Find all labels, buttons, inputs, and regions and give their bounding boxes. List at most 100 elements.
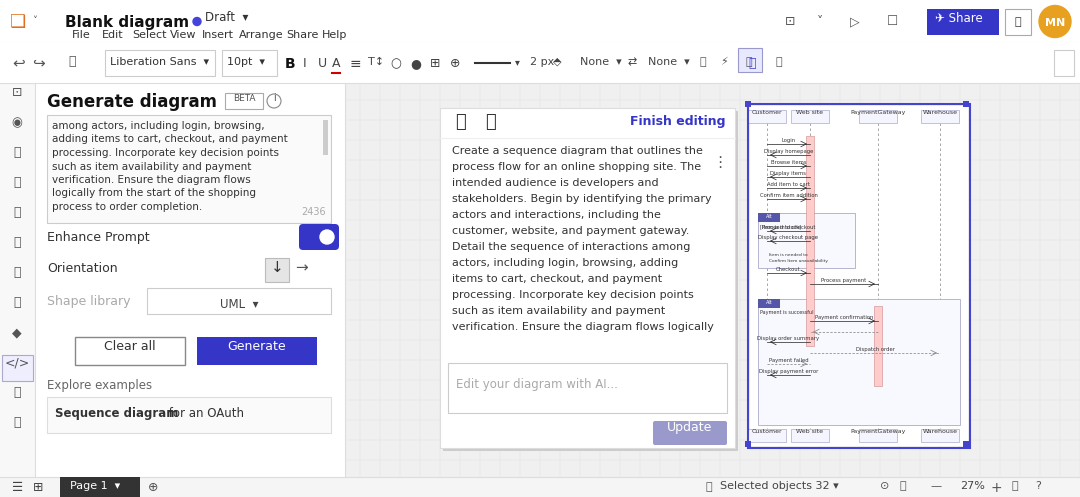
Text: for an OAuth: for an OAuth <box>165 407 244 420</box>
Bar <box>147 288 330 314</box>
Text: None  ▾: None ▾ <box>580 57 622 67</box>
Text: ⊞: ⊞ <box>430 57 441 70</box>
Text: Proceed to checkout: Proceed to checkout <box>761 225 815 230</box>
Text: Liberation Sans  ▾: Liberation Sans ▾ <box>110 57 210 67</box>
Text: such as item availability and payment: such as item availability and payment <box>52 162 252 171</box>
Text: —: — <box>930 481 941 491</box>
Text: Edit: Edit <box>102 30 123 40</box>
Text: Update: Update <box>667 421 713 434</box>
Text: Enhance Prompt: Enhance Prompt <box>48 231 150 244</box>
Text: ⊕: ⊕ <box>450 57 460 70</box>
Text: U: U <box>318 57 327 70</box>
Text: ◆: ◆ <box>12 327 22 339</box>
Bar <box>1054 50 1074 76</box>
Text: Web site: Web site <box>797 429 824 434</box>
Text: 27%: 27% <box>960 481 985 491</box>
Text: View: View <box>170 30 197 40</box>
Circle shape <box>193 17 201 25</box>
Bar <box>0 43 1080 83</box>
Text: ↪: ↪ <box>32 55 44 70</box>
Bar <box>225 93 264 109</box>
Bar <box>748 110 786 123</box>
Text: Web site: Web site <box>797 110 824 115</box>
Text: Edit your diagram with AI...: Edit your diagram with AI... <box>456 378 618 391</box>
Circle shape <box>1039 5 1071 37</box>
Text: Explore examples: Explore examples <box>48 379 152 392</box>
Text: Share: Share <box>286 30 319 40</box>
Text: 🚀: 🚀 <box>13 297 21 310</box>
Text: ≡: ≡ <box>350 57 362 71</box>
Text: 🧩: 🧩 <box>13 387 21 400</box>
Bar <box>963 101 969 107</box>
Text: process to order completion.: process to order completion. <box>52 202 202 212</box>
Text: Select: Select <box>132 30 166 40</box>
Text: Create a sequence diagram that outlines the: Create a sequence diagram that outlines … <box>453 146 703 156</box>
Text: Process payment: Process payment <box>822 278 866 283</box>
Bar <box>963 441 969 447</box>
Text: Payment failed: Payment failed <box>769 358 808 363</box>
Text: [Item is in stock]: [Item is in stock] <box>760 224 801 229</box>
Bar <box>0 477 1080 497</box>
Text: Payment is successful: Payment is successful <box>760 310 813 315</box>
Text: ⇄: ⇄ <box>627 57 637 67</box>
Text: Sequence diagram: Sequence diagram <box>55 407 178 420</box>
Text: Detail the sequence of interactions among: Detail the sequence of interactions amon… <box>453 242 690 252</box>
Text: ⊞: ⊞ <box>33 481 43 494</box>
Bar <box>654 423 725 443</box>
Bar <box>748 429 786 442</box>
Bar <box>791 429 829 442</box>
Text: processing. Incorporate key decision points: processing. Incorporate key decision poi… <box>52 148 279 158</box>
Bar <box>745 441 751 447</box>
Bar <box>222 50 276 76</box>
Text: PaymentGateway: PaymentGateway <box>850 110 906 115</box>
Text: UML  ▾: UML ▾ <box>219 298 258 311</box>
Text: ˅: ˅ <box>32 16 38 26</box>
Text: B: B <box>285 57 296 71</box>
Bar <box>758 213 780 222</box>
Text: 🔒: 🔒 <box>775 57 782 67</box>
Text: Clear all: Clear all <box>104 339 156 352</box>
Text: Draft  ▾: Draft ▾ <box>205 11 248 24</box>
Text: 👍: 👍 <box>455 113 465 131</box>
Bar <box>35 83 345 477</box>
Bar <box>859 429 897 442</box>
Text: </>: </> <box>4 356 29 369</box>
Text: Blank diagram: Blank diagram <box>65 14 189 29</box>
Bar <box>60 477 140 497</box>
Text: ⊙: ⊙ <box>880 481 889 491</box>
Text: 🪣: 🪣 <box>68 55 76 68</box>
Bar <box>745 101 751 107</box>
Bar <box>806 136 814 346</box>
Text: Arrange: Arrange <box>239 30 284 40</box>
Text: processing. Incorporate key decision points: processing. Incorporate key decision poi… <box>453 290 693 300</box>
Text: +: + <box>990 481 1001 495</box>
Text: T↕: T↕ <box>368 57 384 67</box>
Text: Display homepage: Display homepage <box>764 149 813 154</box>
Text: ▾: ▾ <box>515 57 519 67</box>
Text: Alt: Alt <box>766 214 772 219</box>
Circle shape <box>320 230 334 244</box>
Text: Browse items: Browse items <box>771 160 807 165</box>
Text: Confirm Item unavailability: Confirm Item unavailability <box>769 259 828 263</box>
Bar <box>859 110 897 123</box>
Text: A: A <box>332 57 340 70</box>
Text: Shape library: Shape library <box>48 295 131 308</box>
Bar <box>48 397 330 433</box>
Text: Warehouse: Warehouse <box>922 110 958 115</box>
Text: 🔗: 🔗 <box>1015 17 1022 27</box>
Text: Orientation: Orientation <box>48 262 118 275</box>
Bar <box>2 355 33 381</box>
Bar <box>443 111 738 451</box>
Text: Help: Help <box>322 30 348 40</box>
Text: ▷: ▷ <box>850 15 860 28</box>
Text: File: File <box>72 30 91 40</box>
Bar <box>758 299 780 308</box>
Text: verification. Ensure the diagram flows: verification. Ensure the diagram flows <box>52 175 251 185</box>
Text: Alt: Alt <box>766 300 772 305</box>
Bar <box>791 110 829 123</box>
Text: ●: ● <box>410 57 421 70</box>
Text: 10pt  ▾: 10pt ▾ <box>227 57 265 67</box>
Text: logically from the start of the shopping: logically from the start of the shopping <box>52 188 256 198</box>
Text: ⚡: ⚡ <box>720 57 728 67</box>
Bar <box>323 120 328 155</box>
